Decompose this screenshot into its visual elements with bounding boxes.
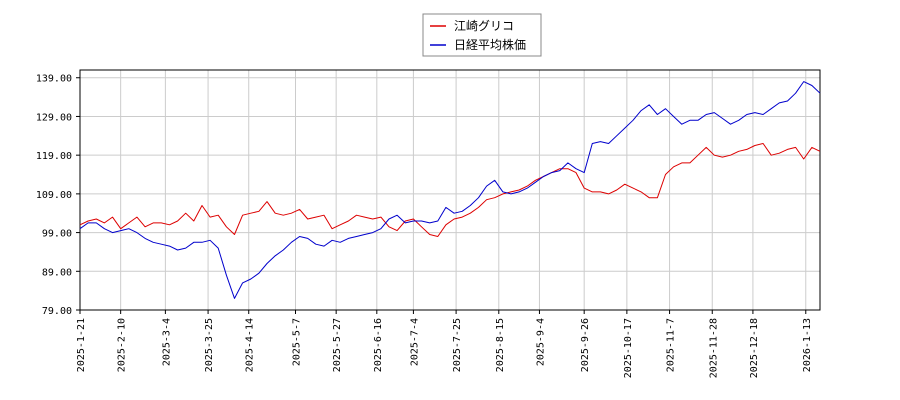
y-tick-label: 79.00 xyxy=(42,306,72,317)
x-tick-label: 2025-9-26 xyxy=(580,318,591,372)
y-tick-label: 139.00 xyxy=(36,74,72,85)
x-tick-label: 2025-7-4 xyxy=(409,318,420,366)
x-tick-label: 2025-4-14 xyxy=(245,318,256,372)
series-layer xyxy=(79,81,821,299)
x-tick-label: 2025-11-28 xyxy=(708,318,719,378)
x-tick-label: 2025-5-7 xyxy=(291,318,302,366)
x-tick-label: 2025-3-25 xyxy=(204,318,215,372)
grid xyxy=(79,70,820,311)
x-tick-label: 2025-6-16 xyxy=(373,318,384,372)
x-tick-label: 2025-11-7 xyxy=(666,318,677,372)
legend-box xyxy=(422,13,542,57)
legend: 江崎グリコ 日経平均株価 xyxy=(422,13,542,57)
x-tick-label: 2025-2-10 xyxy=(117,318,128,372)
series-line-glico xyxy=(79,143,821,237)
y-tick-label: 99.00 xyxy=(42,229,72,240)
x-tick-label: 2025-8-15 xyxy=(495,318,506,372)
x-tick-label: 2025-5-27 xyxy=(332,318,343,372)
x-tick-label: 2025-9-4 xyxy=(535,318,546,366)
y-tick-label: 119.00 xyxy=(36,151,72,162)
y-tick-label: 109.00 xyxy=(36,190,72,201)
series-line-nikkei xyxy=(79,81,821,299)
y-tick-label: 129.00 xyxy=(36,112,72,123)
x-tick-label: 2025-1-21 xyxy=(76,318,87,372)
x-axis: 2025-1-21 2025-2-10 2025-3-4 2025-3-25 2025-… xyxy=(76,310,813,378)
y-axis: 79.00 89.00 99.00 109.00 119.00 129.00 139.00 xyxy=(36,74,80,317)
x-tick-label: 2025-7-25 xyxy=(452,318,463,372)
legend-label-nikkei: 日経平均株価 xyxy=(454,37,526,52)
plot-area xyxy=(79,69,821,311)
x-tick-label: 2025-12-18 xyxy=(749,318,760,378)
y-tick-label: 89.00 xyxy=(42,267,72,278)
x-tick-label: 2025-10-17 xyxy=(623,318,634,378)
legend-label-glico: 江崎グリコ xyxy=(454,19,514,33)
x-tick-label: 2025-3-4 xyxy=(161,318,172,366)
x-tick-label: 2026-1-13 xyxy=(802,318,813,372)
